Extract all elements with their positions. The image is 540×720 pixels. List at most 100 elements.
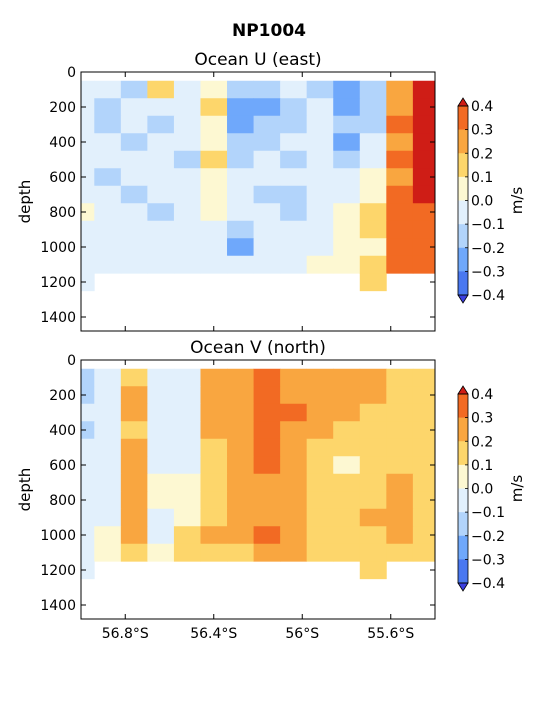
heatmap-cell [253, 80, 281, 99]
heatmap-cell [200, 150, 228, 169]
heatmap-cell [94, 185, 122, 204]
colorbar-tick-label: −0.1 [471, 505, 505, 521]
heatmap-cell [94, 491, 122, 510]
colorbar-tick-label: 0.3 [471, 411, 493, 427]
heatmap-cell [200, 438, 228, 457]
heatmap-cell [120, 185, 148, 204]
heatmap-cell [412, 473, 436, 492]
heatmap-cell [81, 421, 95, 440]
heatmap-cell [280, 526, 308, 545]
colorbar-segment [458, 464, 468, 489]
heatmap-cell [333, 456, 361, 475]
heatmap-cell [94, 543, 122, 562]
heatmap-cell [120, 403, 148, 422]
colorbar-segment [458, 224, 468, 249]
heatmap-cell [306, 473, 334, 492]
heatmap-cell [412, 368, 436, 387]
heatmap-cell [280, 150, 308, 169]
heatmap-cell [227, 403, 254, 422]
heatmap-cell [306, 403, 334, 422]
heatmap-cell [81, 255, 95, 274]
heatmap-cell [280, 168, 308, 187]
heatmap-cell [306, 238, 334, 257]
x-tick-label: 56.8°S [102, 626, 149, 642]
heatmap-cell [386, 255, 414, 274]
heatmap-cell [200, 185, 228, 204]
heatmap-cell [200, 526, 228, 545]
heatmap-cell [306, 80, 334, 99]
heatmap-cell [81, 133, 95, 152]
heatmap-cell [147, 150, 175, 169]
heatmap-cell [280, 98, 308, 117]
heatmap-cell [173, 508, 201, 527]
heatmap-cell [227, 168, 254, 187]
heatmap-cell [359, 368, 387, 387]
heatmap-cell [359, 133, 387, 152]
y-tick-label: 400 [49, 135, 76, 151]
heatmap-cell [412, 203, 436, 222]
heatmap-cell [94, 98, 122, 117]
heatmap-cell [227, 98, 254, 117]
heatmap-cell [147, 456, 175, 475]
heatmap-cell [306, 456, 334, 475]
heatmap-cell [306, 168, 334, 187]
heatmap-cell [147, 238, 175, 257]
heatmap-cell [227, 255, 254, 274]
heatmap-cell [412, 168, 436, 187]
heatmap-cell [333, 473, 361, 492]
heatmap-cell [147, 98, 175, 117]
colorbar-segment [458, 129, 468, 154]
heatmap-cell [333, 115, 361, 134]
colorbar-segment [458, 535, 468, 560]
heatmap-cell [280, 133, 308, 152]
heatmap-cell [200, 133, 228, 152]
colorbar-tick-label: 0.0 [471, 194, 493, 210]
heatmap-cell [253, 473, 281, 492]
heatmap-cell [386, 473, 414, 492]
heatmap-cell [94, 403, 122, 422]
heatmap-cell [120, 168, 148, 187]
heatmap-cell [386, 543, 414, 562]
heatmap-cell [227, 456, 254, 475]
heatmap-cell [81, 526, 95, 545]
heatmap-cell [253, 168, 281, 187]
heatmap-cell [280, 508, 308, 527]
heatmap-cells [81, 368, 436, 580]
heatmap-cell [386, 115, 414, 134]
y-tick-label: 1200 [40, 563, 76, 579]
heatmap-cell [120, 543, 148, 562]
y-tick-label: 400 [49, 423, 76, 439]
heatmap-cell [147, 80, 175, 99]
heatmap-cell [200, 203, 228, 222]
heatmap-cell [120, 115, 148, 134]
heatmap-cell [386, 98, 414, 117]
heatmap-cell [81, 273, 95, 292]
heatmap-cell [200, 508, 228, 527]
y-axis-label: depth [16, 180, 34, 224]
heatmap-cell [386, 203, 414, 222]
heatmap-cell [94, 421, 122, 440]
heatmap-cell [200, 491, 228, 510]
heatmap-cell [359, 561, 387, 580]
heatmap-cell [173, 80, 201, 99]
heatmap-cell [227, 238, 254, 257]
colorbar-tick-label: −0.4 [471, 576, 505, 592]
heatmap-cell [306, 150, 334, 169]
heatmap-cell [333, 238, 361, 257]
heatmap-cell [120, 98, 148, 117]
heatmap-cell [386, 80, 414, 99]
heatmap-cell [412, 438, 436, 457]
heatmap-cell [359, 255, 387, 274]
heatmap-cell [227, 526, 254, 545]
heatmap-cell [359, 115, 387, 134]
heatmap-cell [253, 115, 281, 134]
heatmap-cell [147, 508, 175, 527]
heatmap-cell [81, 543, 95, 562]
colorbar-segment [458, 247, 468, 272]
colorbar-tick-label: −0.1 [471, 217, 505, 233]
colorbar-segment [458, 176, 468, 201]
heatmap-cell [120, 386, 148, 405]
colorbar-tick-label: 0.3 [471, 123, 493, 139]
heatmap-cell [147, 133, 175, 152]
